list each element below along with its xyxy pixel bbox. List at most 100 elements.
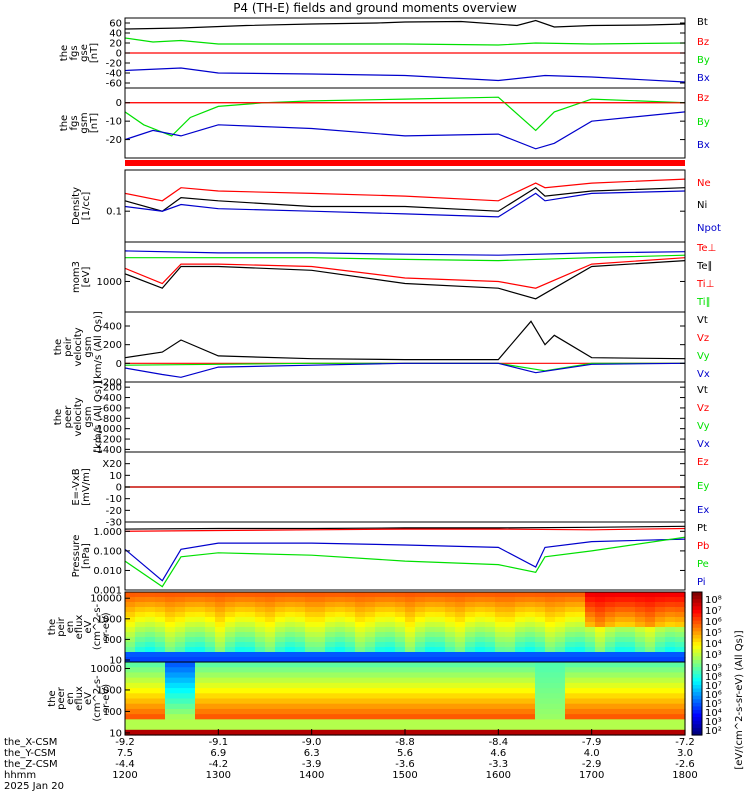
spectrogram-cell — [225, 714, 236, 720]
spectrogram-cell — [605, 657, 616, 663]
spectrogram-cell — [245, 729, 256, 736]
spectrogram-cell — [545, 592, 556, 598]
spectrogram-cell — [525, 714, 536, 720]
spectrogram-cell — [535, 592, 546, 598]
spectrogram-cell — [645, 612, 656, 618]
spectrogram-cell — [205, 607, 216, 613]
spectrogram-cell — [245, 647, 256, 653]
spectrogram-cell — [485, 667, 496, 674]
spectrogram-cell — [385, 719, 396, 726]
spectrogram-cell — [185, 622, 196, 628]
spectrogram-cell — [445, 662, 456, 668]
spectrogram-cell — [635, 607, 646, 613]
spectrogram-cell — [565, 688, 576, 694]
spectrogram-cell — [225, 652, 236, 658]
spectrogram-cell — [315, 724, 326, 731]
spectrogram-cell — [385, 698, 396, 705]
spectrogram-cell — [335, 632, 346, 638]
spectrogram-cell — [155, 729, 166, 736]
spectrogram-cell — [665, 637, 676, 643]
legend-pressure-Pe: Pe — [697, 559, 709, 570]
spectrogram-cell — [275, 592, 286, 598]
spectrogram-cell — [545, 612, 556, 618]
spectrogram-cell — [595, 632, 606, 638]
spectrogram-cell — [445, 677, 456, 684]
colorbar-cell — [692, 681, 702, 686]
spectrogram-cell — [445, 612, 456, 618]
spectrogram-cell — [675, 592, 686, 598]
spectrogram-cell — [465, 637, 476, 643]
spectrogram-cell — [455, 632, 466, 638]
spectrogram-cell — [135, 607, 146, 613]
colorbar-cell — [692, 702, 702, 707]
spectrogram-cell — [605, 667, 616, 674]
spectrogram-cell — [575, 729, 586, 736]
spectrogram-cell — [395, 729, 406, 736]
spectrogram-cell — [445, 627, 456, 633]
ytick-label-peer_velocity: -1000 — [93, 424, 122, 435]
spectrogram-cell — [475, 703, 486, 710]
colorbar-cell — [692, 606, 702, 611]
spectrogram-cell — [585, 719, 596, 726]
spectrogram-cell — [585, 672, 596, 679]
spectrogram-cell — [415, 698, 426, 705]
spectrogram-cell — [495, 617, 506, 623]
spectrogram-cell — [605, 698, 616, 705]
spectrogram-cell — [575, 597, 586, 603]
ylabel-peer_velocity: [km/s (All Qs)] — [93, 381, 104, 453]
spectrogram-cell — [595, 672, 606, 679]
spectrogram-cell — [395, 682, 406, 689]
xtick-label: 1300 — [206, 770, 231, 781]
spectrogram-cell — [165, 632, 176, 638]
spectrogram-cell — [265, 652, 276, 658]
spectrogram-cell — [615, 597, 626, 603]
spectrogram-cell — [235, 657, 246, 663]
spectrogram-cell — [635, 688, 646, 694]
ylabel-efield: [mV/m] — [81, 468, 92, 506]
spectrogram-cell — [445, 688, 456, 694]
spectrogram-cell — [335, 597, 346, 603]
spectrogram-cell — [205, 693, 216, 700]
spectrogram-cell — [355, 682, 366, 689]
spectrogram-cell — [275, 597, 286, 603]
spectrogram-cell — [525, 667, 536, 674]
spectrogram-cell — [395, 719, 406, 726]
spectrogram-cell — [225, 703, 236, 710]
spectrogram-cell — [605, 622, 616, 628]
spectrogram-cell — [195, 724, 206, 731]
spectrogram-cell — [465, 703, 476, 710]
spectrogram-cell — [515, 698, 526, 705]
spectrogram-cell — [585, 708, 596, 715]
spectrogram-cell — [535, 607, 546, 613]
spectrogram-cell — [235, 714, 246, 720]
spectrogram-cell — [645, 597, 656, 603]
ylabel-peer_eflux: the — [47, 690, 58, 706]
spectrogram-cell — [575, 622, 586, 628]
spectrogram-cell — [185, 657, 196, 663]
colorbar-cell — [692, 695, 702, 700]
spectrogram-cell — [275, 672, 286, 679]
spectrogram-cell — [485, 632, 496, 638]
spectrogram-cell — [495, 682, 506, 689]
spectrogram-cell — [435, 632, 446, 638]
spectrogram-cell — [475, 612, 486, 618]
spectrogram-cell — [195, 719, 206, 726]
spectrogram-cell — [565, 642, 576, 648]
ytick-label-peir_eflux: 1000 — [97, 614, 122, 625]
spectrogram-cell — [315, 602, 326, 608]
spectrogram-cell — [165, 592, 176, 598]
spectrogram-cell — [485, 662, 496, 668]
spectrogram-cell — [135, 632, 146, 638]
spectrogram-cell — [605, 719, 616, 726]
series-pressure-Pe-line — [124, 536, 686, 588]
ylabel-peer_velocity: gsm — [83, 406, 94, 427]
spectrogram-cell — [585, 677, 596, 684]
spectrogram-cell — [635, 693, 646, 700]
spectrogram-cell — [615, 602, 626, 608]
legend-peir_velocity-Vt: Vt — [697, 315, 708, 326]
spectrogram-cell — [565, 662, 576, 668]
spectrogram-cell — [305, 627, 316, 633]
spectrogram-cell — [445, 597, 456, 603]
spectrogram-cell — [635, 703, 646, 710]
legend-peer_velocity-Vx: Vx — [697, 439, 710, 450]
